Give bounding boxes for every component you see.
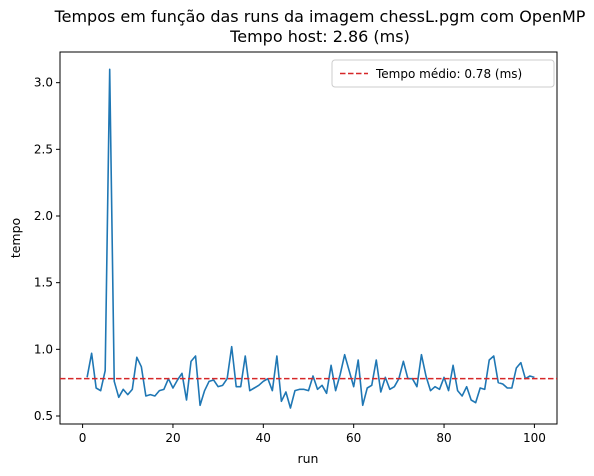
axes-frame [59, 51, 558, 425]
x-tick-label: 20 [165, 431, 180, 445]
legend: Tempo médio: 0.78 (ms) [331, 59, 555, 88]
y-tick-label: 0.5 [34, 409, 53, 423]
legend-label: Tempo médio: 0.78 (ms) [375, 67, 522, 81]
x-tick-label: 0 [79, 431, 87, 445]
plot-area: 0 20 40 60 80 100 0.5 1.0 1.5 2.0 2.5 3.0 [34, 51, 558, 445]
legend-box [331, 59, 555, 88]
x-tick-label: 100 [523, 431, 546, 445]
chart-subtitle: Tempo host: 2.86 (ms) [229, 27, 410, 46]
x-axis-label: run [298, 451, 319, 466]
tempo-series-line [86, 68, 535, 409]
y-tick-label: 3.0 [34, 76, 53, 90]
y-tick-label: 1.0 [34, 342, 53, 356]
y-tick-label: 2.5 [34, 142, 53, 156]
y-axis-label: tempo [8, 218, 23, 258]
chart-title: Tempos em função das runs da imagem ches… [54, 7, 586, 26]
y-tick-label: 2.0 [34, 209, 53, 223]
x-tick-label: 80 [436, 431, 451, 445]
y-tick-label: 1.5 [34, 276, 53, 290]
x-tick-label: 60 [346, 431, 361, 445]
x-tick-label: 40 [256, 431, 271, 445]
